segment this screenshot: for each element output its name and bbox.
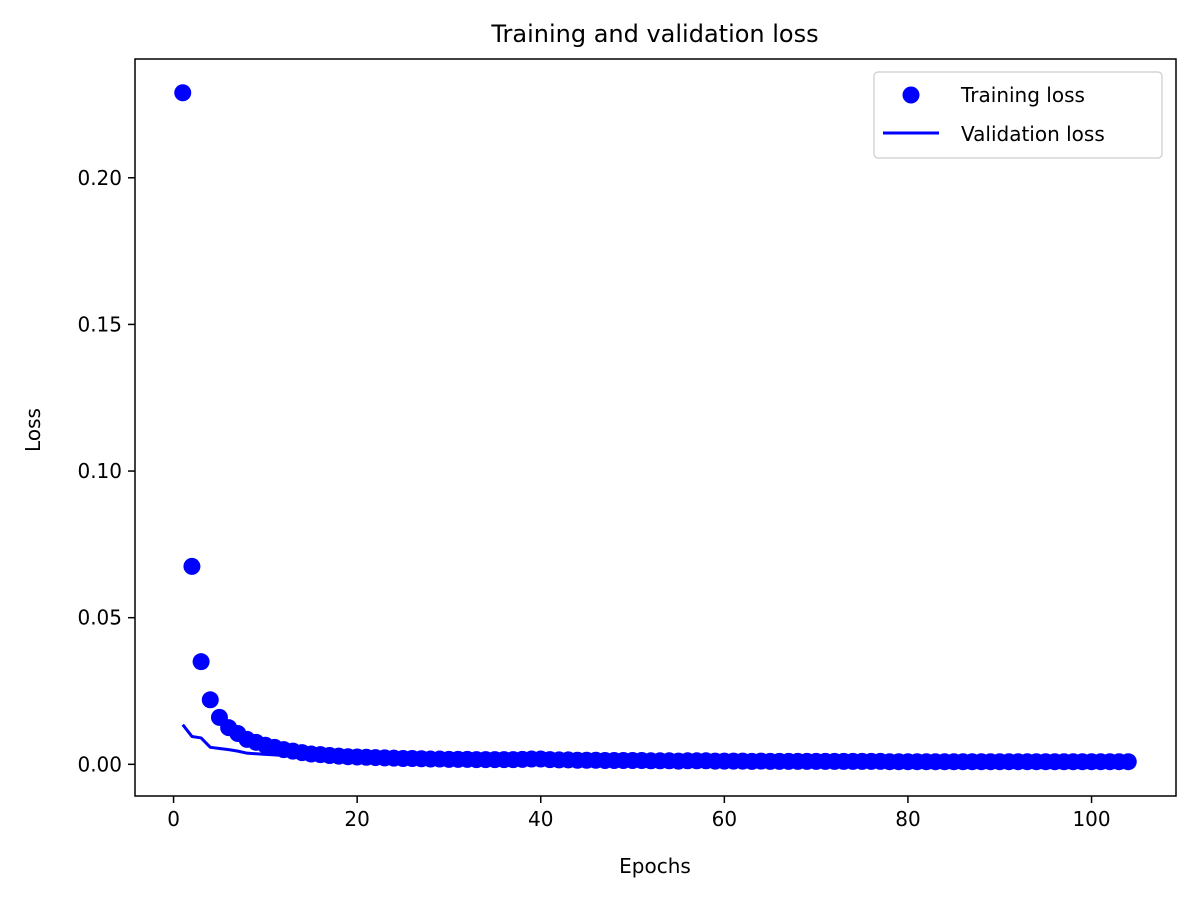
x-tick-label: 60 bbox=[712, 807, 737, 831]
x-tick-label: 100 bbox=[1072, 807, 1110, 831]
chart-title: Training and validation loss bbox=[490, 20, 818, 48]
x-tick-label: 0 bbox=[167, 807, 180, 831]
training-loss-point bbox=[183, 557, 201, 575]
x-tick-label: 20 bbox=[344, 807, 369, 831]
training-loss-point bbox=[1119, 753, 1137, 771]
y-tick-label: 0.15 bbox=[77, 312, 122, 336]
y-tick-label: 0.20 bbox=[77, 166, 122, 190]
training-loss-point bbox=[174, 84, 192, 102]
x-tick-label: 80 bbox=[895, 807, 920, 831]
plot-frame bbox=[134, 58, 1177, 797]
series-layer bbox=[174, 84, 1137, 771]
legend-label-training: Training loss bbox=[960, 83, 1085, 107]
plot-area bbox=[135, 59, 1176, 796]
y-tick-label: 0.05 bbox=[77, 606, 122, 630]
legend-marker-training bbox=[902, 86, 920, 104]
training-loss-point bbox=[201, 691, 219, 709]
legend: Training loss Validation loss bbox=[873, 71, 1163, 159]
x-axis-ticks: 0 20 40 60 80 100 bbox=[167, 796, 1111, 831]
y-axis-ticks: 0.00 0.05 0.10 0.15 0.20 bbox=[77, 166, 135, 776]
training-loss-point bbox=[192, 653, 210, 671]
y-axis-title: Loss bbox=[21, 408, 45, 452]
x-tick-label: 40 bbox=[528, 807, 553, 831]
y-tick-label: 0.00 bbox=[77, 752, 122, 776]
legend-label-validation: Validation loss bbox=[961, 122, 1105, 146]
y-tick-label: 0.10 bbox=[77, 459, 122, 483]
legend-box bbox=[873, 71, 1163, 159]
x-axis-title: Epochs bbox=[619, 854, 691, 878]
